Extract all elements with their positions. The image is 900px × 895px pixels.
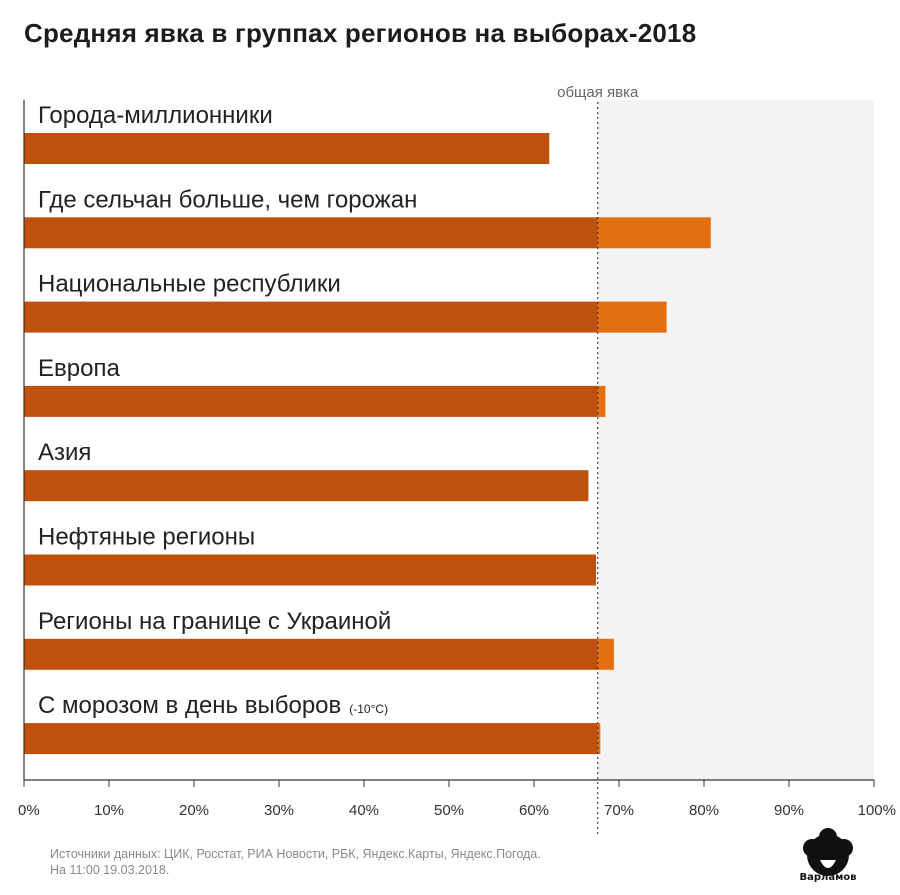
- category-label: Национальные республики: [38, 271, 341, 298]
- bar: [24, 301, 598, 333]
- category-label: С морозом в день выборов (-10°C): [38, 692, 388, 719]
- bar: [24, 217, 598, 249]
- bar-above-reference: [597, 301, 667, 333]
- bar: [24, 723, 598, 755]
- category-note: (-10°C): [349, 702, 388, 716]
- x-tick-label: 10%: [94, 802, 124, 819]
- x-tick-label: 80%: [689, 802, 719, 819]
- sources-line: Источники данных: ЦИК, Росстат, РИА Ново…: [50, 847, 541, 861]
- x-tick-label: 0%: [18, 802, 40, 819]
- category-label: Города-миллионники: [38, 102, 273, 129]
- bar-above-reference: [597, 723, 601, 755]
- timestamp-line: На 11:00 19.03.2018.: [50, 863, 170, 877]
- x-tick-label: 50%: [434, 802, 464, 819]
- logo-wordmark: Варламов: [799, 872, 857, 883]
- x-tick-label: 70%: [604, 802, 634, 819]
- bar: [24, 470, 589, 502]
- varlamov-logo-icon: [803, 828, 853, 876]
- bar-above-reference: [597, 638, 614, 670]
- category-labels: Города-миллионники Где сельчан больше, че…: [38, 102, 417, 719]
- x-tick-label: 90%: [774, 802, 804, 819]
- above-reference-shade: [597, 100, 874, 780]
- x-tick-label: 100%: [858, 802, 896, 819]
- category-label: Где сельчан больше, чем горожан: [38, 186, 417, 213]
- bar-above-reference: [597, 217, 711, 249]
- x-tick-label: 60%: [519, 802, 549, 819]
- x-tick-label: 20%: [179, 802, 209, 819]
- bar-above-reference: [597, 385, 606, 417]
- category-label: Европа: [38, 355, 120, 382]
- sources-note: Источники данных: ЦИК, Росстат, РИА Ново…: [50, 846, 541, 878]
- bar: [24, 385, 598, 417]
- x-tick-label: 30%: [264, 802, 294, 819]
- bars-layer: [24, 133, 711, 755]
- category-label: Регионы на границе с Украиной: [38, 608, 391, 635]
- chart-title: Средняя явка в группах регионов на выбор…: [24, 18, 697, 48]
- reference-label: общая явка: [557, 84, 639, 101]
- x-axis-ticks: 0% 10% 20% 30% 40% 50% 60% 70% 80% 90% 100%: [18, 780, 896, 819]
- x-tick-label: 40%: [349, 802, 379, 819]
- bar: [24, 133, 550, 164]
- category-label: Нефтяные регионы: [38, 524, 255, 551]
- bar: [24, 638, 598, 670]
- bar: [24, 554, 597, 586]
- category-label: Азия: [38, 439, 91, 466]
